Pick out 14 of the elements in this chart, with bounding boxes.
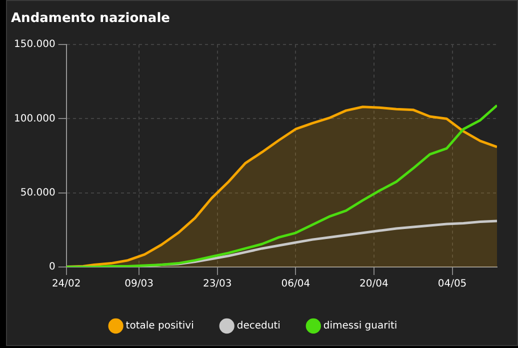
x-tick-label: 06/04 bbox=[281, 278, 310, 290]
y-tick-label: 150.000 bbox=[14, 39, 56, 50]
y-tick-label: 100.000 bbox=[14, 113, 56, 124]
x-tick-label: 23/03 bbox=[202, 278, 232, 290]
y-tick-label: 50.000 bbox=[20, 187, 56, 198]
x-tick-label: 20/04 bbox=[360, 278, 388, 290]
x-tick-label: 04/05 bbox=[438, 278, 467, 290]
y-tick-label: 0 bbox=[48, 262, 56, 273]
x-tick-label: 24/02 bbox=[52, 278, 81, 290]
legend-label: deceduti bbox=[236, 320, 280, 332]
x-tick-label: 09/03 bbox=[124, 278, 154, 290]
chart-title: Andamento nazionale bbox=[11, 11, 170, 26]
legend-label: dimessi guariti bbox=[323, 320, 398, 332]
legend-label: totale positivi bbox=[126, 320, 194, 332]
